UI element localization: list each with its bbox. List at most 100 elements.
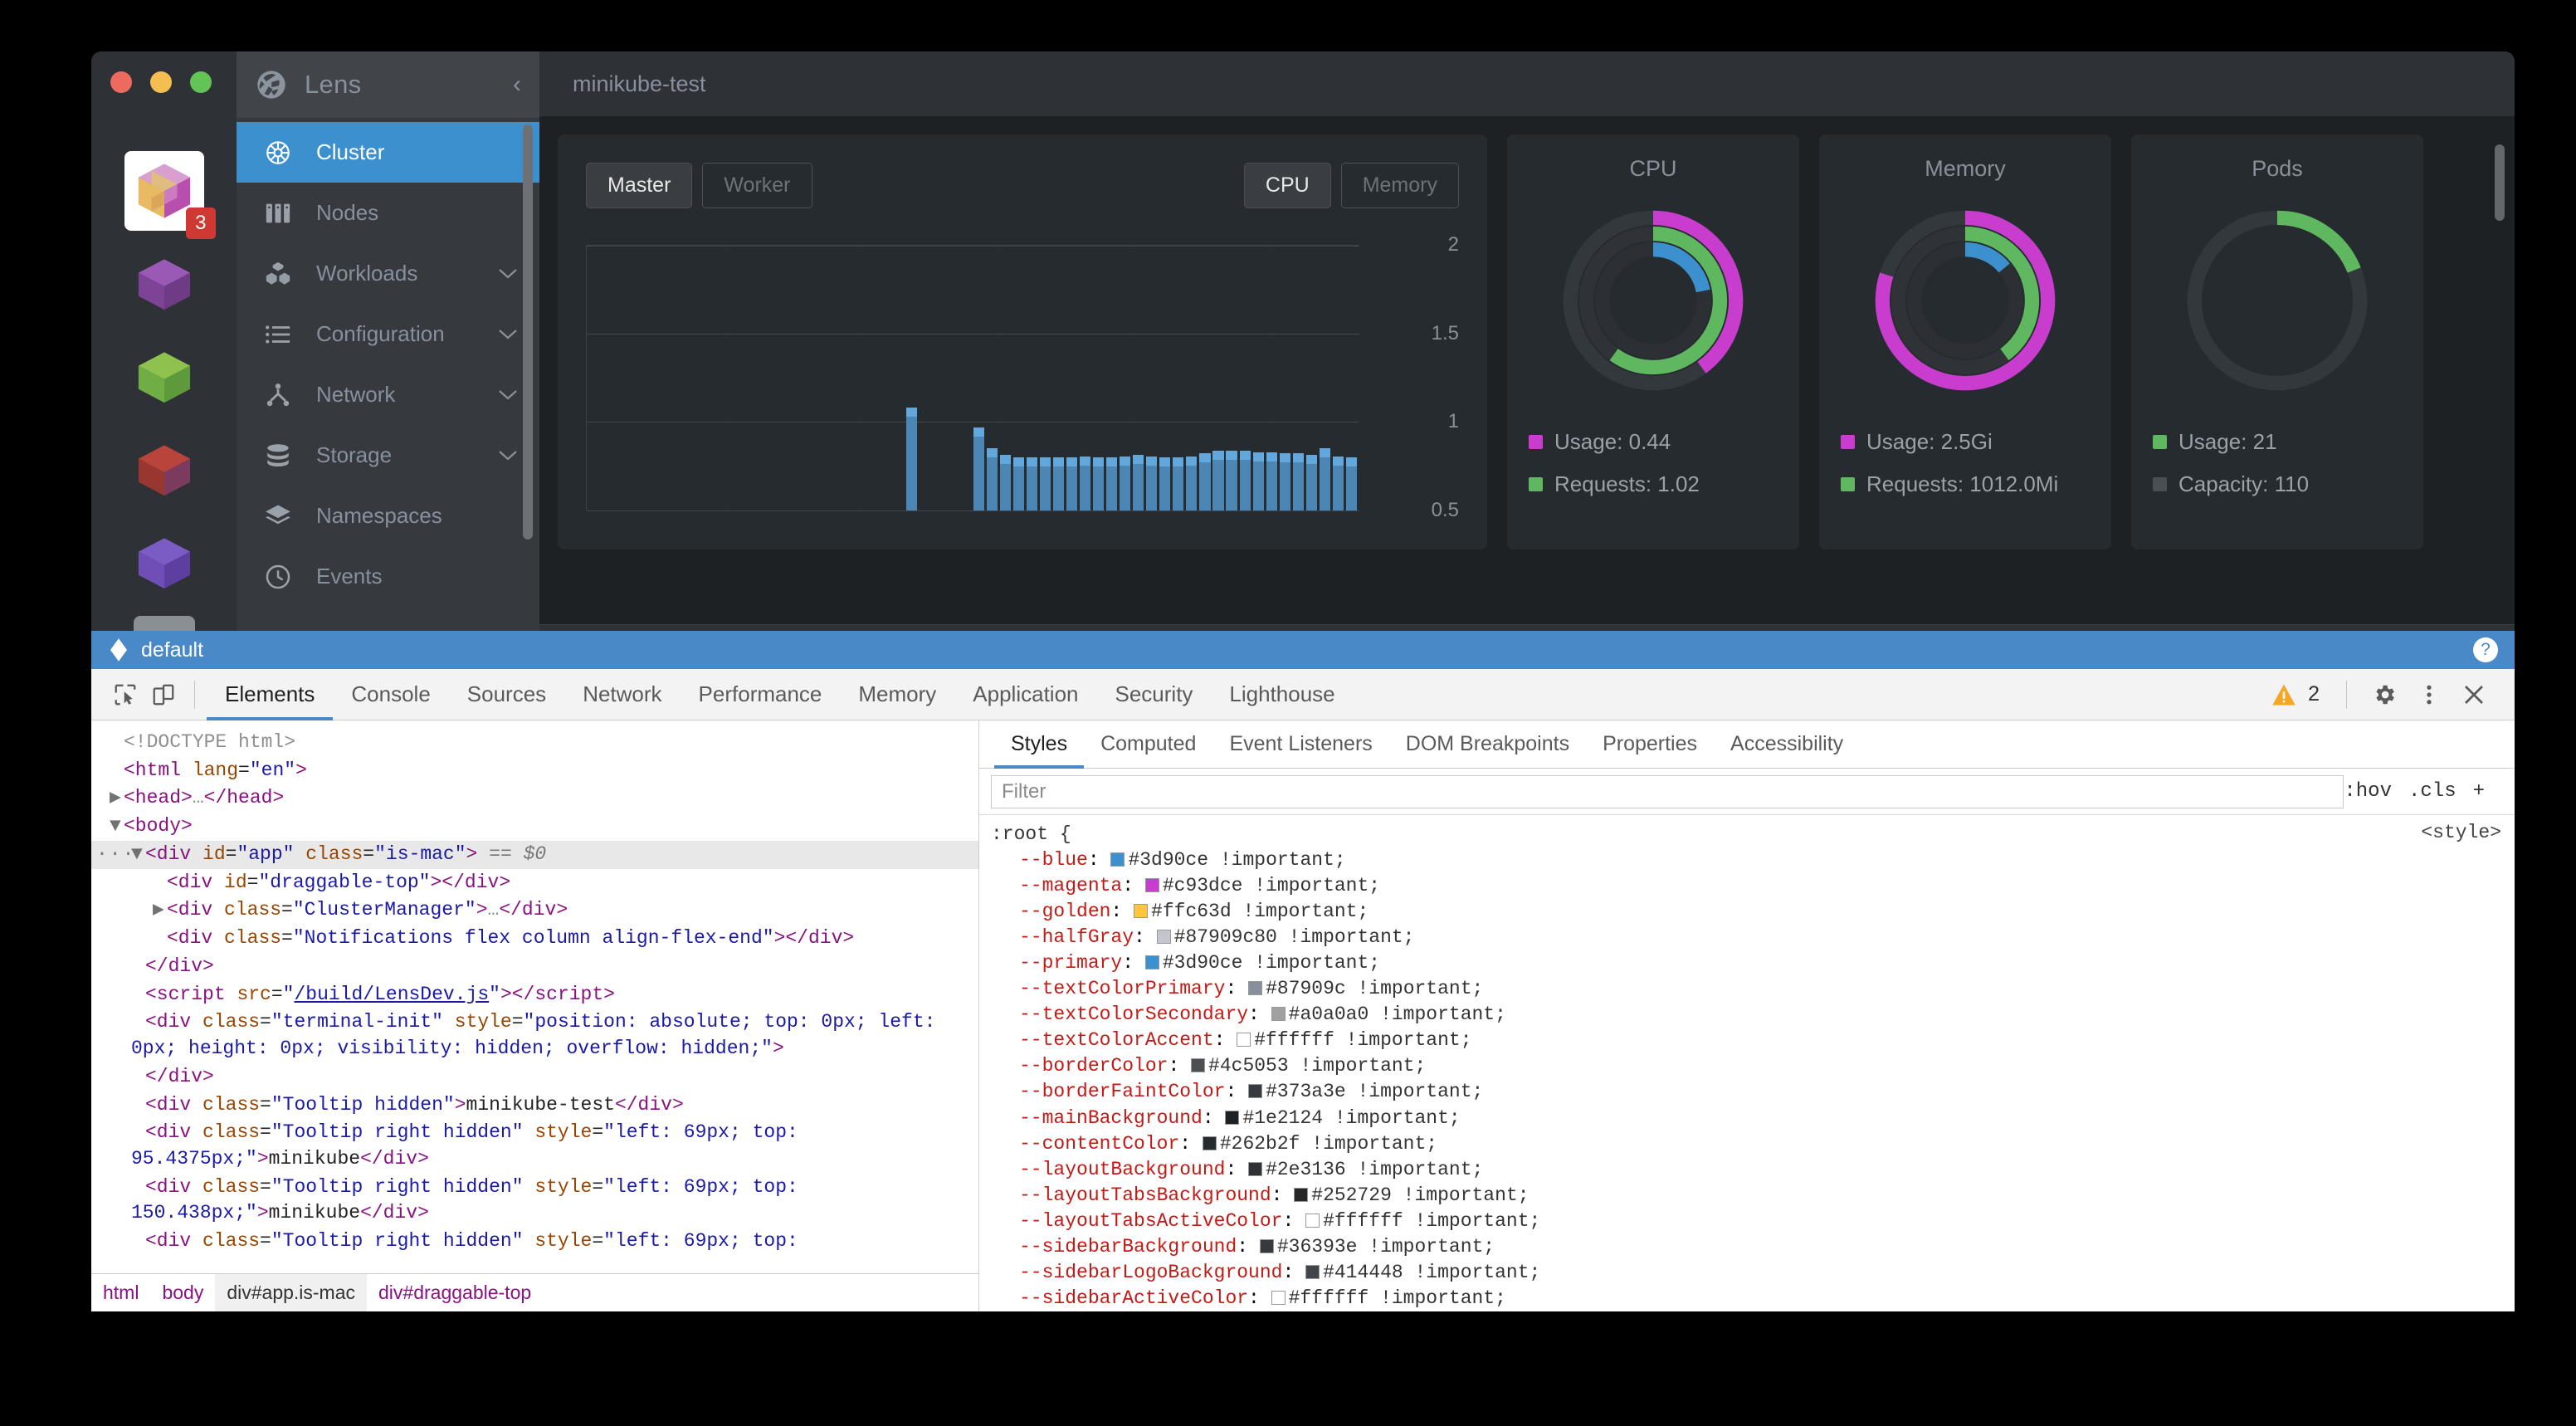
cluster-rail-item-5[interactable]	[124, 523, 204, 603]
tab-elements[interactable]: Elements	[207, 669, 333, 720]
close-window-button[interactable]	[110, 71, 132, 93]
breadcrumb-item-html[interactable]: html	[103, 1282, 139, 1303]
tab-styles[interactable]: Styles	[994, 720, 1084, 769]
css-declaration[interactable]: --magenta: #c93dce !important;	[1019, 875, 1381, 897]
css-declaration[interactable]: --layoutTabsActiveColor: #ffffff !import…	[1019, 1209, 1541, 1232]
css-declaration[interactable]: --textColorPrimary: #87909c !important;	[1019, 978, 1484, 1000]
dom-node-line[interactable]: ··· ▼ <div id="app" class="is-mac"> == $0	[91, 840, 978, 869]
css-declaration[interactable]: --contentColor: #262b2f !important;	[1019, 1132, 1438, 1155]
chevron-down-icon[interactable]	[498, 389, 518, 401]
breadcrumb-item-app[interactable]: div#app.is-mac	[215, 1273, 368, 1311]
sidebar-scrollbar[interactable]	[523, 125, 533, 540]
dom-node-line[interactable]: <div class="terminal-init" style="positi…	[131, 1011, 948, 1060]
dom-node-line[interactable]: ▶ <div class="ClusterManager">…</div>	[153, 899, 568, 921]
hov-button[interactable]: :hov	[2344, 780, 2392, 803]
new-style-rule-button[interactable]: +	[2472, 780, 2485, 803]
css-declaration[interactable]: --golden: #ffc63d !important;	[1019, 901, 1369, 923]
sidebar-item-nodes[interactable]: Nodes	[237, 183, 539, 243]
tab-memory[interactable]: Memory	[858, 681, 937, 706]
tab-application[interactable]: Application	[973, 681, 1079, 706]
tab-properties[interactable]: Properties	[1603, 732, 1698, 755]
tab-event-listeners[interactable]: Event Listeners	[1229, 732, 1373, 755]
tab-accessibility[interactable]: Accessibility	[1730, 732, 1844, 755]
dom-node-line[interactable]: <div class="Tooltip right hidden" style=…	[131, 1175, 810, 1224]
css-declaration[interactable]: --borderColor: #4c5053 !important;	[1019, 1055, 1427, 1077]
tab-lighthouse[interactable]: Lighthouse	[1229, 681, 1335, 706]
dom-node-line[interactable]: <div id="draggable-top"></div>	[167, 871, 511, 893]
cpu-button[interactable]: CPU	[1243, 163, 1331, 208]
chart-bar	[1345, 457, 1358, 510]
dom-node-line[interactable]: </div>	[145, 1065, 214, 1087]
dom-node-line[interactable]: <div class="Tooltip hidden">minikube-tes…	[145, 1093, 684, 1116]
sidebar-item-network[interactable]: Network	[237, 364, 539, 425]
dom-tree[interactable]: <!DOCTYPE html> <html lang="en"> ▶ <head>…<…	[91, 720, 978, 1256]
maximize-window-button[interactable]	[190, 71, 212, 93]
gear-icon[interactable]	[2365, 676, 2403, 714]
dom-node-line[interactable]: <!DOCTYPE html>	[124, 731, 296, 753]
help-icon[interactable]: ?	[2473, 637, 2498, 662]
style-source-link[interactable]: <style>	[2421, 822, 2501, 843]
minimize-window-button[interactable]	[150, 71, 172, 93]
tab-security[interactable]: Security	[1115, 681, 1193, 706]
css-declaration[interactable]: --sidebarActiveColor: #ffffff !important…	[1019, 1287, 1506, 1309]
master-button[interactable]: Master	[586, 163, 693, 208]
tab-console[interactable]: Console	[351, 681, 431, 706]
breadcrumb-item-draggable-top[interactable]: div#draggable-top	[378, 1282, 532, 1303]
dom-node-line[interactable]: <div class="Tooltip right hidden" style=…	[145, 1230, 798, 1253]
dom-node-line[interactable]: <div class="Notifications flex column al…	[167, 927, 855, 950]
cluster-rail-item-3[interactable]	[124, 337, 204, 417]
chart-bar-cap	[1279, 453, 1290, 463]
inspect-element-icon[interactable]	[106, 676, 144, 714]
dom-node-line[interactable]: </div>	[145, 955, 214, 977]
dom-node-line[interactable]: <div class="Tooltip right hidden" style=…	[131, 1121, 810, 1170]
tab-dom-breakpoints[interactable]: DOM Breakpoints	[1405, 732, 1570, 755]
kebab-menu-icon[interactable]	[2410, 676, 2448, 714]
sidebar-item-workloads[interactable]: Workloads	[237, 243, 539, 304]
close-icon[interactable]	[2455, 676, 2493, 714]
cluster-rail-item-2[interactable]	[124, 244, 204, 324]
device-toolbar-icon[interactable]	[144, 676, 183, 714]
node-role-toggle: Master Worker	[586, 163, 812, 208]
dom-node-line[interactable]: ▼ <body>	[110, 815, 193, 838]
breadcrumb-item-body[interactable]: body	[162, 1282, 204, 1303]
css-declaration[interactable]: --textColorSecondary: #a0a0a0 !important…	[1019, 1004, 1506, 1026]
cluster-rail-item-active[interactable]: 3	[124, 151, 216, 239]
css-declaration[interactable]: --halfGray: #87909c80 !important;	[1019, 926, 1415, 949]
tab-performance[interactable]: Performance	[698, 681, 822, 706]
warning-icon[interactable]	[2271, 683, 2296, 706]
sidebar-item-configuration[interactable]: Configuration	[237, 304, 539, 364]
css-declaration[interactable]: --sidebarBackground: #36393e !important;	[1019, 1235, 1495, 1258]
memory-button[interactable]: Memory	[1340, 163, 1459, 208]
chevron-down-icon[interactable]	[498, 268, 518, 280]
dom-node-line[interactable]: <html lang="en">	[124, 759, 307, 781]
css-declaration[interactable]: --borderFaintColor: #373a3e !important;	[1019, 1081, 1484, 1103]
sidebar-item-namespaces[interactable]: Namespaces	[237, 486, 539, 546]
sidebar-item-events[interactable]: Events	[237, 546, 539, 607]
sidebar-item-cluster[interactable]: Cluster	[237, 122, 539, 183]
css-declaration[interactable]: --textColorAccent: #ffffff !important;	[1019, 1029, 1472, 1052]
css-declaration[interactable]: --layoutBackground: #2e3136 !important;	[1019, 1158, 1484, 1180]
css-declaration[interactable]: --sidebarLogoBackground: #414448 !import…	[1019, 1261, 1541, 1283]
chevron-down-icon[interactable]	[498, 329, 518, 340]
sidebar-item-storage[interactable]: Storage	[237, 425, 539, 486]
css-declaration[interactable]: --layoutTabsBackground: #252729 !importa…	[1019, 1184, 1530, 1206]
chevron-down-icon[interactable]	[498, 450, 518, 461]
css-selector[interactable]: :root {	[991, 823, 1071, 845]
legend-swatch	[2153, 435, 2167, 449]
breadcrumb: html body div#app.is-mac div#draggable-t…	[91, 1273, 978, 1311]
cluster-rail-item-4[interactable]	[124, 430, 204, 510]
tab-network[interactable]: Network	[583, 681, 662, 706]
cls-button[interactable]: .cls	[2408, 780, 2456, 803]
css-declaration[interactable]: --blue: #3d90ce !important;	[1019, 849, 1346, 872]
tab-sources[interactable]: Sources	[466, 681, 547, 706]
overview-scrollbar[interactable]	[2495, 144, 2505, 221]
sidebar-collapse-button[interactable]: ‹	[513, 71, 521, 98]
dom-node-line[interactable]: <script src="/build/LensDev.js"></script…	[145, 983, 615, 1005]
css-declaration[interactable]: --primary: #3d90ce !important;	[1019, 952, 1381, 974]
worker-button[interactable]: Worker	[702, 163, 812, 208]
tab-computed[interactable]: Computed	[1100, 732, 1197, 755]
metric-type-toggle: CPU Memory	[1243, 163, 1459, 208]
css-declaration[interactable]: --mainBackground: #1e2124 !important;	[1019, 1106, 1461, 1129]
styles-filter-input[interactable]	[991, 774, 2344, 808]
dom-node-line[interactable]: ▶ <head>…</head>	[110, 787, 285, 809]
